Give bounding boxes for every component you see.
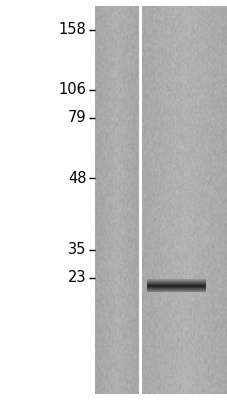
Text: 48: 48: [68, 170, 86, 186]
Text: 79: 79: [68, 110, 86, 126]
Text: 106: 106: [59, 82, 86, 98]
Text: 35: 35: [68, 242, 86, 258]
Text: 158: 158: [59, 22, 86, 38]
Text: 23: 23: [68, 270, 86, 286]
